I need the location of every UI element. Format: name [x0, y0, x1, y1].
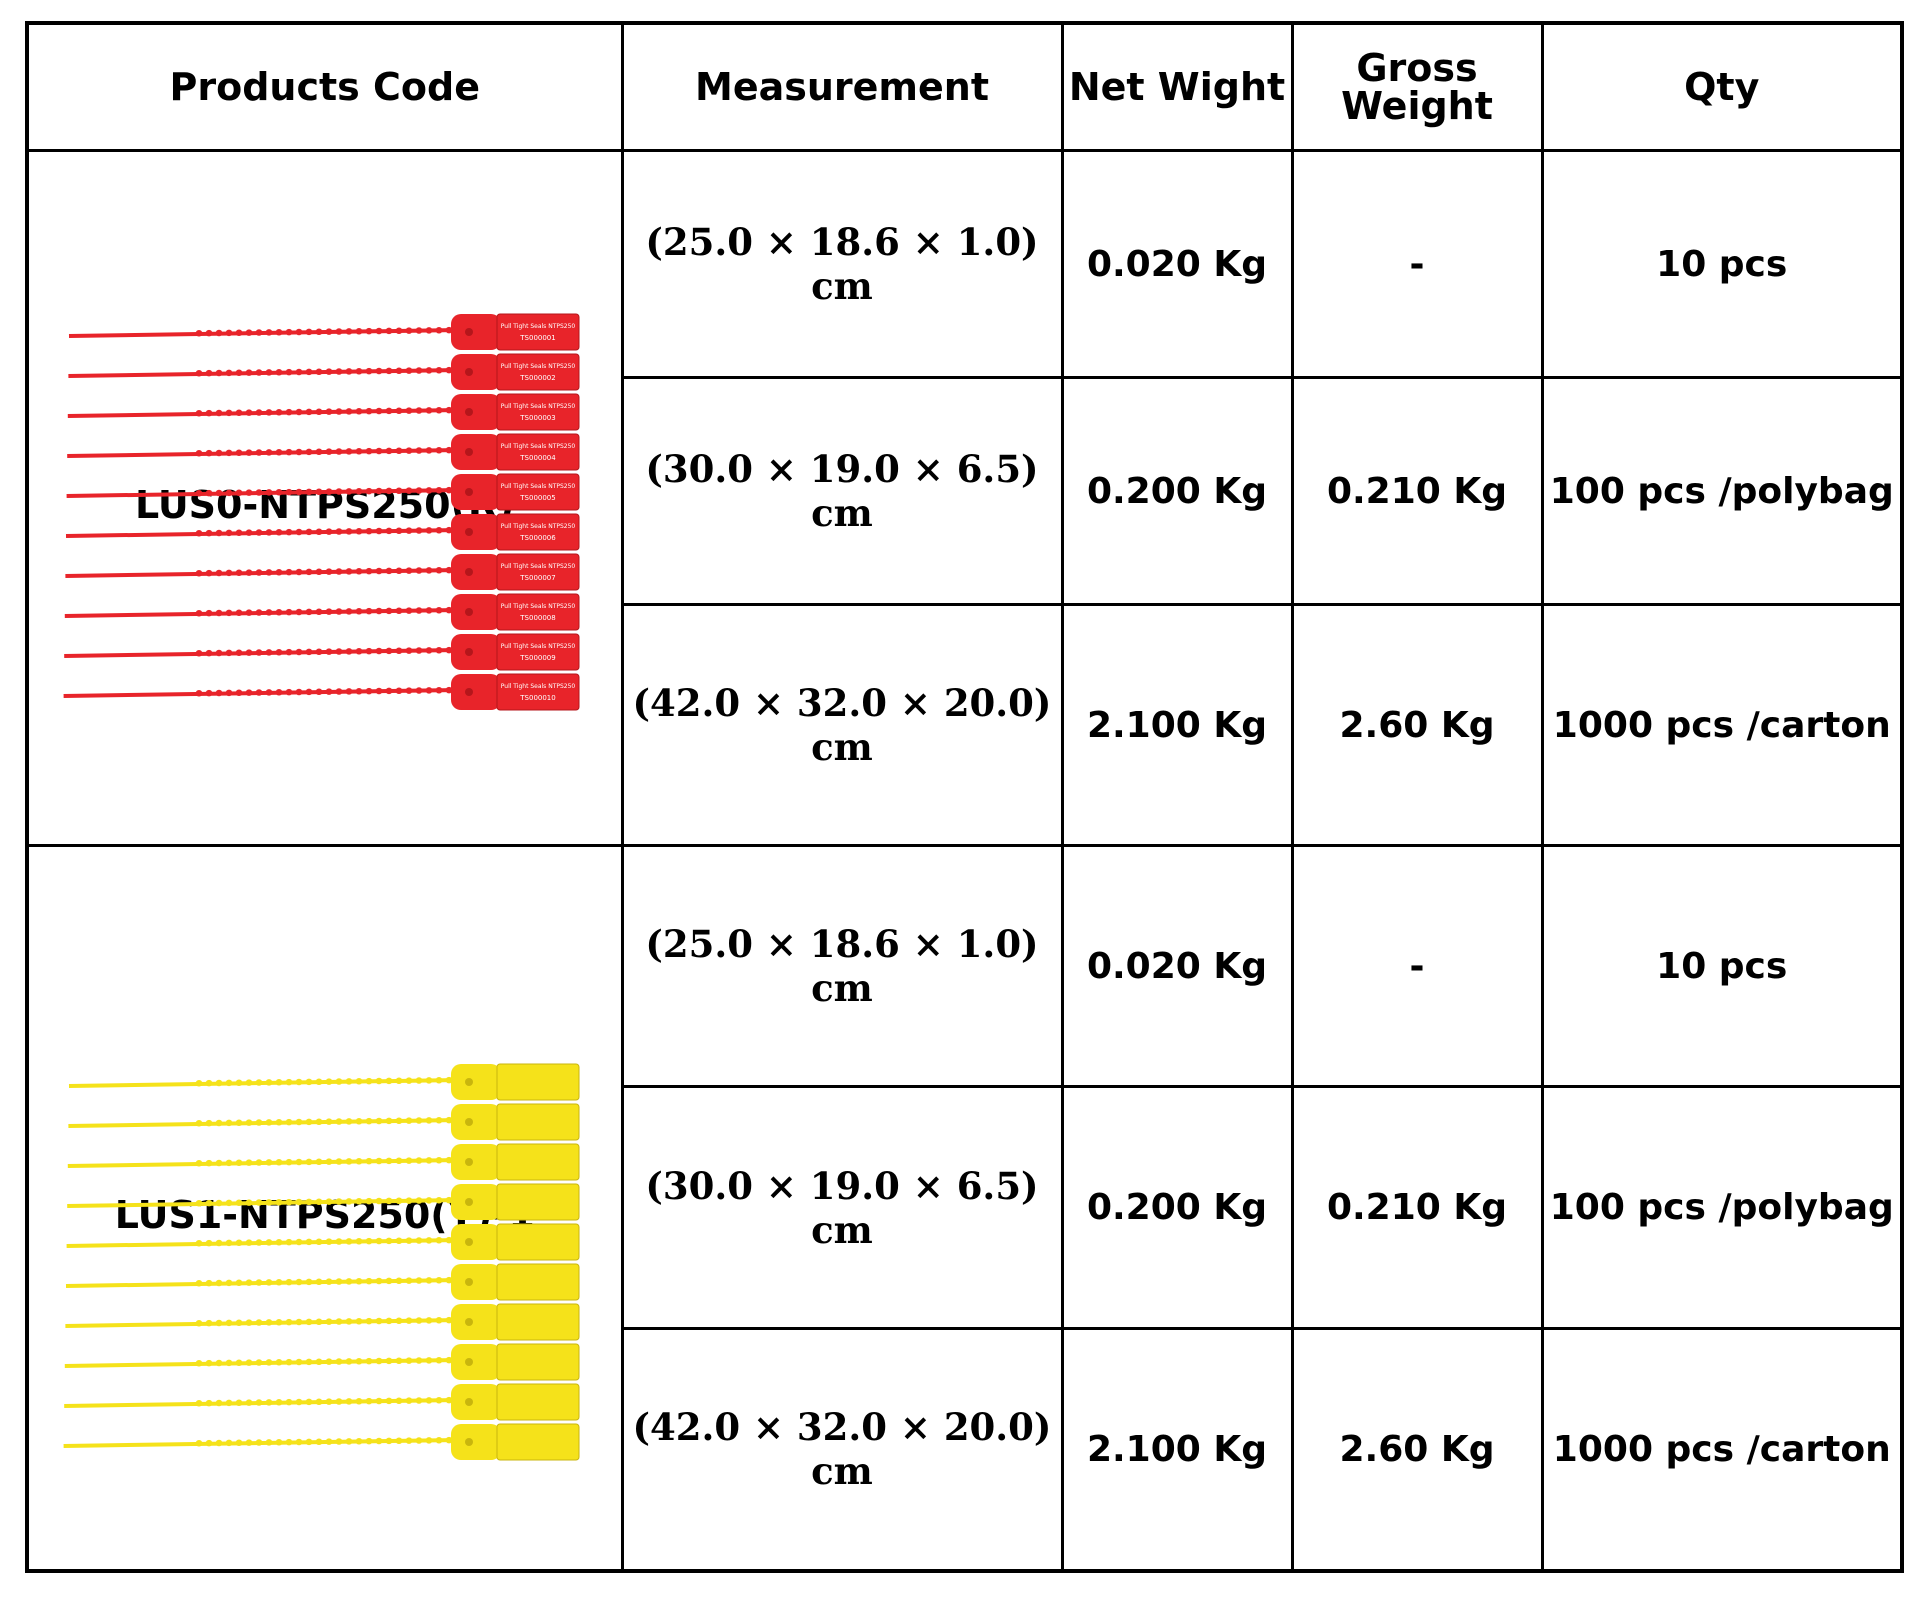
gross-weight-cell: 0.210 Kg	[1290, 1085, 1544, 1330]
table-row: LUS1-NTPS250(Y)-1 (25.0 × 18.6 × 1.0) cm…	[25, 844, 1904, 1572]
seal-item	[67, 1143, 580, 1181]
seal-label-text: Pull Tight Seals NTPS250	[501, 363, 576, 370]
seal-serial-text: TS000010	[519, 694, 555, 702]
net-weight-cell: 0.200 Kg	[1060, 376, 1294, 606]
yellow-pull-tight-seals-image	[59, 1062, 589, 1462]
measurement-cell: (30.0 × 19.0 × 6.5) cm	[620, 376, 1064, 606]
header-net-weight: Net Wight	[1060, 21, 1294, 152]
net-weight-cell: 2.100 Kg	[1060, 1327, 1294, 1572]
product-cell-yellow: LUS1-NTPS250(Y)-1	[25, 844, 624, 1572]
seal-item	[64, 1343, 580, 1381]
seal-serial-text: TS000002	[519, 374, 555, 382]
seal-item: Pull Tight Seals NTPS250 TS000006	[65, 513, 580, 551]
seal-label-text: Pull Tight Seals NTPS250	[501, 523, 576, 530]
seal-item	[63, 1423, 580, 1461]
seal-item: Pull Tight Seals NTPS250 TS000009	[64, 633, 580, 671]
header-products-code: Products Code	[25, 21, 624, 152]
seal-item: Pull Tight Seals NTPS250 TS000001	[68, 313, 580, 351]
qty-cell: 1000 pcs /carton	[1540, 603, 1904, 847]
seal-serial-text: TS000003	[519, 414, 555, 422]
qty-cell: 1000 pcs /carton	[1540, 1327, 1904, 1572]
seal-item	[66, 1223, 580, 1261]
seal-serial-text: TS000001	[519, 334, 555, 342]
seal-serial-text: TS000007	[519, 574, 555, 582]
measurement-cell: (30.0 × 19.0 × 6.5) cm	[620, 1085, 1064, 1330]
gross-weight-cell: -	[1290, 844, 1544, 1088]
red-pull-tight-seals-image: Pull Tight Seals NTPS250 TS000001 Pull Tig…	[59, 312, 589, 722]
seal-label-text: Pull Tight Seals NTPS250	[501, 683, 576, 690]
seal-label-text: Pull Tight Seals NTPS250	[501, 443, 576, 450]
table-row: (42.0 × 32.0 × 20.0) cm 2.100 Kg 2.60 Kg…	[27, 603, 1904, 847]
header-gross-weight: Gross Weight	[1290, 21, 1544, 152]
table-row: LUS0-NTPS250(R) Pull Tight Seals NTPS250…	[25, 149, 1904, 847]
gross-weight-cell: 2.60 Kg	[1290, 1327, 1544, 1572]
measurement-cell: (25.0 × 18.6 × 1.0) cm	[620, 844, 1064, 1088]
qty-cell: 10 pcs	[1540, 844, 1904, 1088]
product-cell-red: LUS0-NTPS250(R) Pull Tight Seals NTPS250…	[25, 149, 624, 847]
net-weight-cell: 0.020 Kg	[1060, 844, 1294, 1088]
seal-item: Pull Tight Seals NTPS250 TS000004	[67, 433, 580, 471]
seal-serial-text: TS000006	[519, 534, 556, 542]
qty-cell: 100 pcs /polybag	[1540, 376, 1904, 606]
seal-item: Pull Tight Seals NTPS250 TS000008	[64, 593, 580, 631]
table-row: (30.0 × 19.0 × 6.5) cm 0.200 Kg 0.210 Kg…	[27, 1085, 1904, 1330]
seal-serial-text: TS000009	[519, 654, 555, 662]
seal-label-text: Pull Tight Seals NTPS250	[501, 563, 576, 570]
qty-cell: 100 pcs /polybag	[1540, 1085, 1904, 1330]
header-measurement: Measurement	[620, 21, 1064, 152]
seal-item	[68, 1063, 580, 1101]
seal-item: Pull Tight Seals NTPS250 TS000007	[65, 553, 580, 591]
seal-item: Pull Tight Seals NTPS250 TS000002	[68, 353, 580, 391]
gross-weight-cell: 2.60 Kg	[1290, 603, 1544, 847]
seal-serial-text: TS000005	[519, 494, 555, 502]
measurement-cell: (42.0 × 32.0 × 20.0) cm	[620, 1327, 1064, 1572]
seal-item: Pull Tight Seals NTPS250 TS000003	[67, 393, 580, 431]
seal-serial-text: TS000008	[519, 614, 555, 622]
seal-serial-text: TS000004	[519, 454, 556, 462]
table-row: (30.0 × 19.0 × 6.5) cm 0.200 Kg 0.210 Kg…	[27, 376, 1904, 606]
header-row: Products Code Measurement Net Wight Gros…	[25, 21, 1904, 152]
qty-cell: 10 pcs	[1540, 149, 1904, 379]
seal-item	[68, 1103, 580, 1141]
seal-item: Pull Tight Seals NTPS250 TS000005	[66, 473, 580, 511]
seal-item: Pull Tight Seals NTPS250 TS000010	[63, 673, 580, 711]
header-qty: Qty	[1540, 21, 1904, 152]
net-weight-cell: 2.100 Kg	[1060, 603, 1294, 847]
spec-table: Products Code Measurement Net Wight Gros…	[25, 21, 1904, 1573]
seal-item	[67, 1183, 580, 1221]
seal-item	[65, 1263, 580, 1301]
net-weight-cell: 0.200 Kg	[1060, 1085, 1294, 1330]
seal-label-text: Pull Tight Seals NTPS250	[501, 483, 576, 490]
seal-label-text: Pull Tight Seals NTPS250	[501, 403, 576, 410]
measurement-cell: (42.0 × 32.0 × 20.0) cm	[620, 603, 1064, 847]
seal-item	[64, 1383, 580, 1421]
seal-label-text: Pull Tight Seals NTPS250	[501, 323, 576, 330]
gross-weight-cell: -	[1290, 149, 1544, 379]
seal-item	[65, 1303, 580, 1341]
gross-weight-cell: 0.210 Kg	[1290, 376, 1544, 606]
table-row: (42.0 × 32.0 × 20.0) cm 2.100 Kg 2.60 Kg…	[27, 1327, 1904, 1572]
net-weight-cell: 0.020 Kg	[1060, 149, 1294, 379]
measurement-cell: (25.0 × 18.6 × 1.0) cm	[620, 149, 1064, 379]
seal-label-text: Pull Tight Seals NTPS250	[501, 603, 576, 610]
seal-label-text: Pull Tight Seals NTPS250	[501, 643, 576, 650]
